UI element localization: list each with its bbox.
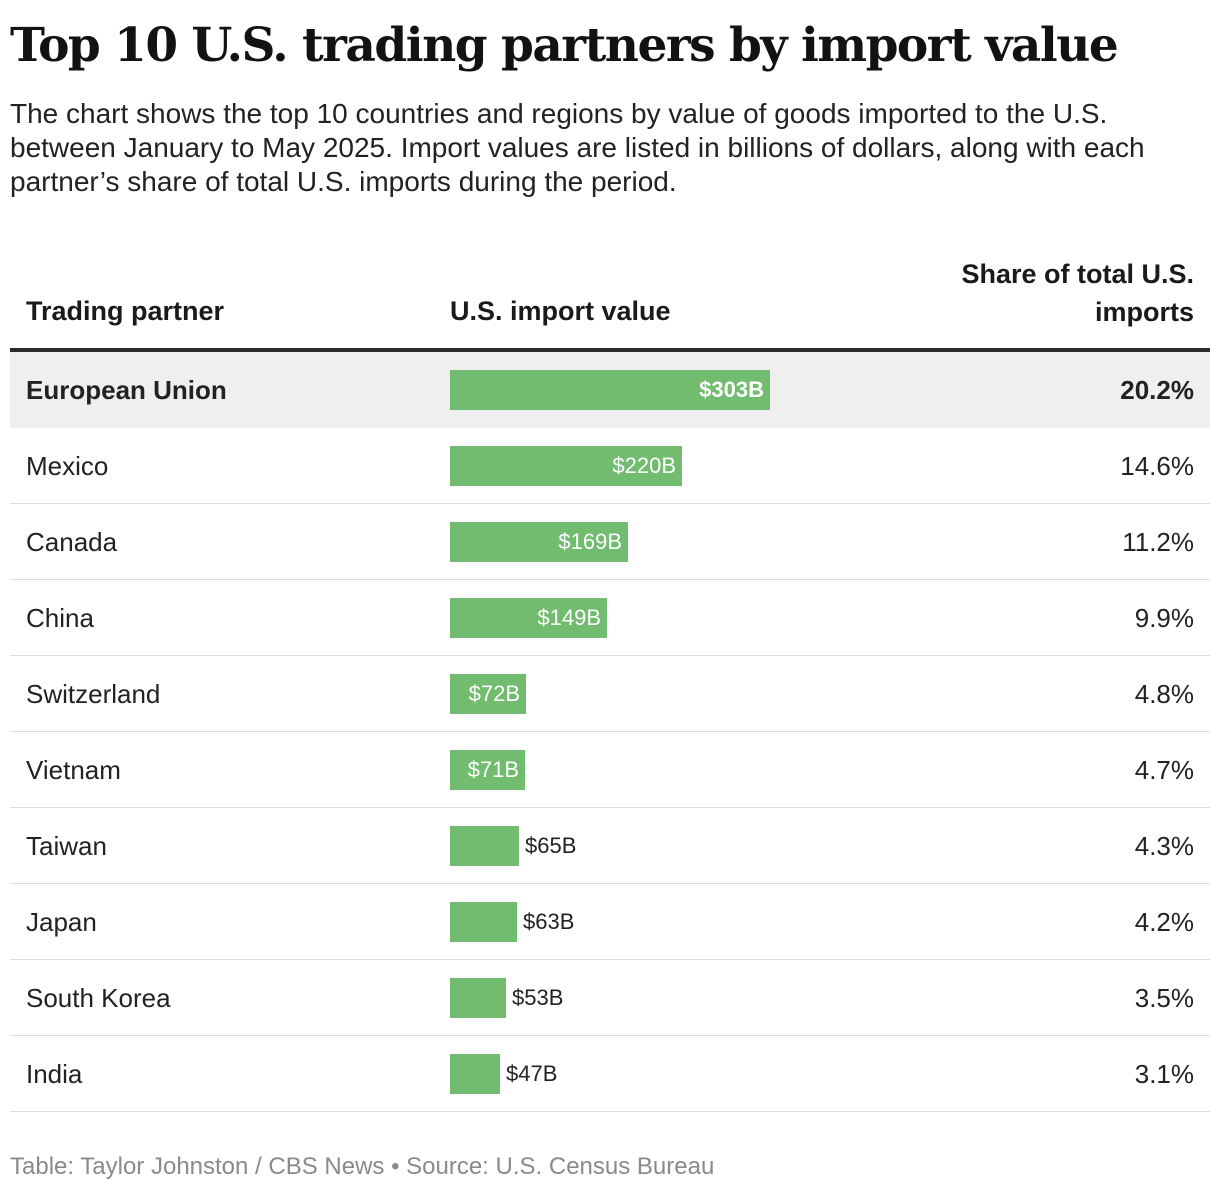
table-row: Vietnam $71B 4.7%: [10, 732, 1210, 808]
header-share: Share of total U.S. imports: [894, 255, 1194, 351]
partner-name: Taiwan: [26, 831, 107, 861]
share-value: 9.9%: [1134, 603, 1194, 633]
import-value-bar: [450, 1054, 500, 1094]
import-value-bar: [450, 826, 519, 866]
partner-name: South Korea: [26, 983, 171, 1013]
partner-name: Switzerland: [26, 679, 161, 709]
partner-name: India: [26, 1059, 83, 1089]
header-trading-partner: Trading partner: [26, 296, 225, 326]
partner-name: Vietnam: [26, 755, 121, 785]
bar-track: $169B: [450, 522, 950, 562]
import-value-bar: [450, 446, 682, 486]
partner-name: China: [26, 603, 94, 633]
header-share-line2: imports: [1094, 297, 1194, 327]
bar-value-label: $47B: [506, 1061, 558, 1086]
header-share-line1: Share of total U.S.: [961, 259, 1194, 289]
bar-value-label: $169B: [558, 529, 622, 554]
table-row: Canada $169B 11.2%: [10, 504, 1210, 580]
bar-track: $63B: [450, 902, 950, 942]
share-value: 3.5%: [1134, 983, 1194, 1013]
partner-name: European Union: [26, 375, 227, 405]
share-value: 4.7%: [1134, 755, 1194, 785]
table-row: Mexico $220B 14.6%: [10, 428, 1210, 504]
bar-value-label: $63B: [523, 909, 575, 934]
import-value-bar: [450, 978, 506, 1018]
share-value: 14.6%: [1120, 451, 1194, 481]
bar-track: $65B: [450, 826, 950, 866]
share-value: 4.3%: [1134, 831, 1194, 861]
table-row: Japan $63B 4.2%: [10, 884, 1210, 960]
bar-track: $220B: [450, 446, 950, 486]
bar-value-label: $53B: [512, 985, 564, 1010]
bar-track: $53B: [450, 978, 950, 1018]
partner-name: Japan: [26, 907, 97, 937]
bar-track: $71B: [450, 750, 950, 790]
chart-footer: Table: Taylor Johnston / CBS News • Sour…: [10, 1153, 715, 1180]
data-table: European Union $303B 20.2% Mexico $220B 14.6%…: [10, 352, 1210, 1112]
table-row: European Union $303B 20.2%: [10, 352, 1210, 428]
table-row: India $47B 3.1%: [10, 1036, 1210, 1112]
import-value-bar: [450, 598, 607, 638]
share-value: 11.2%: [1122, 527, 1194, 557]
bar-value-label: $149B: [537, 605, 601, 630]
table-row: China $149B 9.9%: [10, 580, 1210, 656]
bar-track: $47B: [450, 1054, 950, 1094]
import-value-bar: [450, 902, 517, 942]
partner-name: Canada: [26, 527, 118, 557]
table-row: Switzerland $72B 4.8%: [10, 656, 1210, 732]
share-value: 4.2%: [1134, 907, 1194, 937]
share-value: 20.2%: [1120, 375, 1194, 405]
chart-subtitle: The chart shows the top 10 countries and…: [10, 98, 1145, 197]
import-value-bar: [450, 522, 628, 562]
bar-value-label: $220B: [612, 453, 676, 478]
import-value-bar: [450, 674, 526, 714]
bar-value-label: $303B: [699, 377, 764, 402]
bar-value-label: $71B: [467, 757, 519, 782]
table-row: South Korea $53B 3.5%: [10, 960, 1210, 1036]
partner-name: Mexico: [26, 451, 109, 481]
bar-value-label: $72B: [468, 681, 520, 706]
table-row: Taiwan $65B 4.3%: [10, 808, 1210, 884]
bar-track: $303B: [450, 370, 950, 410]
share-value: 4.8%: [1134, 679, 1194, 709]
share-value: 3.1%: [1134, 1059, 1194, 1089]
header-rule: [10, 348, 1210, 352]
header-import-value: U.S. import value: [450, 296, 671, 326]
bar-track: $72B: [450, 674, 950, 714]
import-value-bar: [450, 750, 525, 790]
bar-value-label: $65B: [525, 833, 577, 858]
chart-title: Top 10 U.S. trading partners by import v…: [10, 18, 1119, 73]
import-value-bar: [450, 370, 770, 410]
bar-track: $149B: [450, 598, 950, 638]
